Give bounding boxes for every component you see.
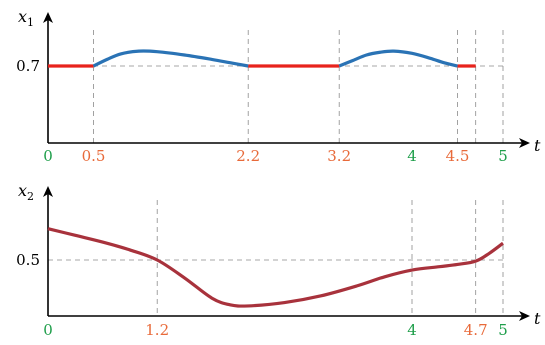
series-line xyxy=(338,49,458,68)
x-tick-label: 5 xyxy=(498,321,508,339)
x-tick-label: 3.2 xyxy=(327,147,351,165)
y-axis-label: x1 xyxy=(18,7,34,29)
x-tick-label: 0.5 xyxy=(82,147,106,165)
x-tick-label: 0 xyxy=(43,321,53,339)
y-axis-arrow xyxy=(43,186,53,197)
x-axis-label: t xyxy=(534,136,541,155)
x-tick-label: 4 xyxy=(407,147,417,165)
x-tick-label: 5 xyxy=(498,147,508,165)
y-tick-label: 0.7 xyxy=(16,57,40,75)
x-axis-arrow xyxy=(519,138,530,148)
plot-x2: x2 t 0.5 0 1.2 4 4.7 5 xyxy=(16,181,541,339)
plot-x1: x1 t 0.7 0 0.5 2.2 3.2 4 4.5 5 xyxy=(16,7,541,165)
x-tick-label: 2.2 xyxy=(236,147,260,165)
y-tick-label: 0.5 xyxy=(16,251,40,269)
x-axis-label: t xyxy=(534,309,541,328)
x-tick-label: 4.5 xyxy=(446,147,470,165)
series-line xyxy=(47,227,504,308)
x-tick-label: 4 xyxy=(407,321,417,339)
y-axis-label: x2 xyxy=(18,181,34,203)
series-line xyxy=(92,49,249,68)
y-axis-arrow xyxy=(43,12,53,23)
x-tick-label: 4.7 xyxy=(464,321,488,339)
x-tick-label: 0 xyxy=(43,147,53,165)
x-axis-arrow xyxy=(519,311,530,321)
x-tick-label: 1.2 xyxy=(145,321,169,339)
